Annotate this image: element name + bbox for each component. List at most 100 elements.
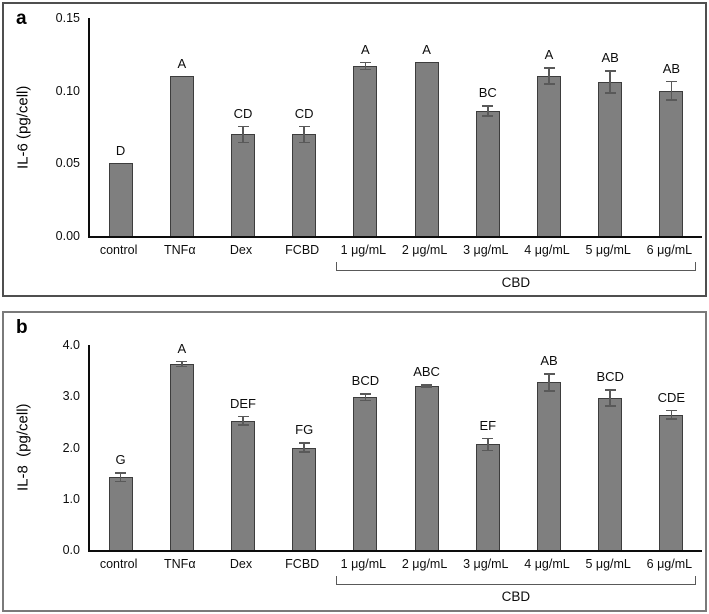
sig-letter: EF <box>479 417 497 433</box>
sig-letter: AB <box>662 60 681 76</box>
bar-1 μg/mL <box>353 397 378 550</box>
error-bar-cap-bottom <box>298 141 310 143</box>
bar-1 μg/mL <box>353 65 378 236</box>
error-bar <box>609 389 611 407</box>
bar-FCBD <box>292 447 317 550</box>
y-tick-label: 0.15 <box>55 11 80 25</box>
sig-letter: CD <box>233 105 253 121</box>
error-bar-cap-bottom <box>298 451 310 453</box>
error-bar <box>487 105 489 117</box>
bar-2 μg/mL <box>414 61 439 236</box>
error-bar-cap-bottom <box>482 115 494 117</box>
error-bar-cap-top <box>115 472 127 474</box>
y-tick-label: 1.0 <box>62 491 80 506</box>
error-bar-cap-top <box>359 61 371 64</box>
sig-letter: A <box>177 340 187 356</box>
x-axis-label: 6 μg/mL <box>646 557 693 571</box>
sig-letter: ABC <box>413 364 440 380</box>
x-axis-label: 2 μg/mL <box>401 557 448 571</box>
x-axis-label: Dex <box>229 557 253 571</box>
error-bar-cap-top <box>298 125 310 128</box>
error-bar-cap-bottom <box>359 399 371 402</box>
error-bar <box>242 415 244 426</box>
panel-b-chart: G A DEF FG BCD ABC EF AB BCD CDE 0.0 1.0 2.0 3.0 4.0 co… <box>4 313 705 610</box>
error-bar-cap-bottom <box>604 92 616 94</box>
x-axis-label: TNFα <box>164 243 196 257</box>
sig-letter: A <box>544 47 554 63</box>
x-axis-label: 1 μg/mL <box>340 243 387 257</box>
plot-area: G A DEF FG BCD ABC EF AB BCD CDE <box>88 340 702 552</box>
cbd-group-label: CBD <box>501 589 531 604</box>
sig-letter: BC <box>478 85 497 101</box>
error-bar-cap-top <box>176 360 188 363</box>
error-bar-cap-bottom <box>421 386 433 388</box>
error-bar-cap-top <box>543 67 555 69</box>
error-bar <box>119 472 122 483</box>
sig-letter: G <box>115 452 126 468</box>
y-tick-label: 0.0 <box>62 543 80 557</box>
sig-letter: CDE <box>657 389 686 405</box>
sig-letter: AB <box>601 50 619 66</box>
error-bar <box>487 437 489 452</box>
error-bar <box>242 125 244 143</box>
error-bar-cap-top <box>482 105 494 107</box>
error-bar-cap-bottom <box>543 390 555 392</box>
error-bar <box>303 125 305 143</box>
x-axis-label: 4 μg/mL <box>524 243 570 257</box>
error-bar-cap-bottom <box>665 99 677 101</box>
bar-control <box>108 163 133 236</box>
error-bar-cap-top <box>665 409 677 412</box>
sig-letter: DEF <box>229 395 256 411</box>
panel-a-letter: a <box>16 8 27 29</box>
y-tick-label: 0.00 <box>55 229 80 243</box>
error-bar <box>548 67 550 85</box>
plot-area: D A CD CD A A BC A AB AB <box>88 18 702 238</box>
error-bar <box>670 80 673 101</box>
cbd-group-bracket <box>335 262 696 271</box>
y-tick-label: 2.0 <box>62 440 80 455</box>
error-bar-cap-bottom <box>176 365 188 368</box>
error-bar-cap-top <box>359 393 371 395</box>
error-bar-cap-top <box>298 442 310 444</box>
y-tick-label: 0.10 <box>55 83 80 98</box>
error-bar-cap-bottom <box>237 141 249 143</box>
error-bar-cap-bottom <box>604 405 616 407</box>
x-axis-label: 5 μg/mL <box>585 557 631 571</box>
error-bar <box>670 409 673 420</box>
error-bar-cap-bottom <box>482 449 494 452</box>
bar-6 μg/mL <box>659 414 684 550</box>
x-axis-label: 4 μg/mL <box>524 557 570 571</box>
bar-4 μg/mL <box>537 76 561 236</box>
error-bar-cap-top <box>665 80 677 82</box>
x-axis-label: 3 μg/mL <box>463 243 509 257</box>
error-bar-cap-top <box>604 70 616 72</box>
sig-letter: D <box>115 143 126 159</box>
cbd-group-label: CBD <box>501 275 531 290</box>
bar-2 μg/mL <box>414 386 439 550</box>
bar-5 μg/mL <box>598 81 623 236</box>
error-bar-cap-bottom <box>359 68 371 71</box>
x-axis-label: FCBD <box>285 243 320 257</box>
x-axis-label: 6 μg/mL <box>646 243 693 257</box>
y-tick-label: 4.0 <box>62 338 80 352</box>
error-bar-cap-top <box>237 125 249 128</box>
sig-letter: BCD <box>596 369 624 385</box>
panel-a: a IL-6 (pg/cell) D A CD CD A A BC A AB AB 0.00 0.05… <box>2 2 707 297</box>
error-bar-cap-bottom <box>543 83 555 85</box>
panel-b-letter: b <box>16 317 28 338</box>
x-axis-label: 1 μg/mL <box>340 557 387 571</box>
error-bar <box>181 360 183 368</box>
cbd-group-bracket <box>335 576 696 585</box>
bar-6 μg/mL <box>659 90 684 236</box>
sig-letter: BCD <box>351 373 380 389</box>
error-bar <box>609 70 611 94</box>
error-bar-cap-bottom <box>237 424 249 426</box>
x-axis-label: control <box>99 557 138 571</box>
error-bar <box>303 442 305 453</box>
bar-control <box>108 477 133 550</box>
error-bar-cap-top <box>543 373 555 375</box>
bar-TNFα <box>169 363 194 550</box>
x-axis-label: 2 μg/mL <box>401 243 448 257</box>
x-axis-label: 5 μg/mL <box>585 243 631 257</box>
